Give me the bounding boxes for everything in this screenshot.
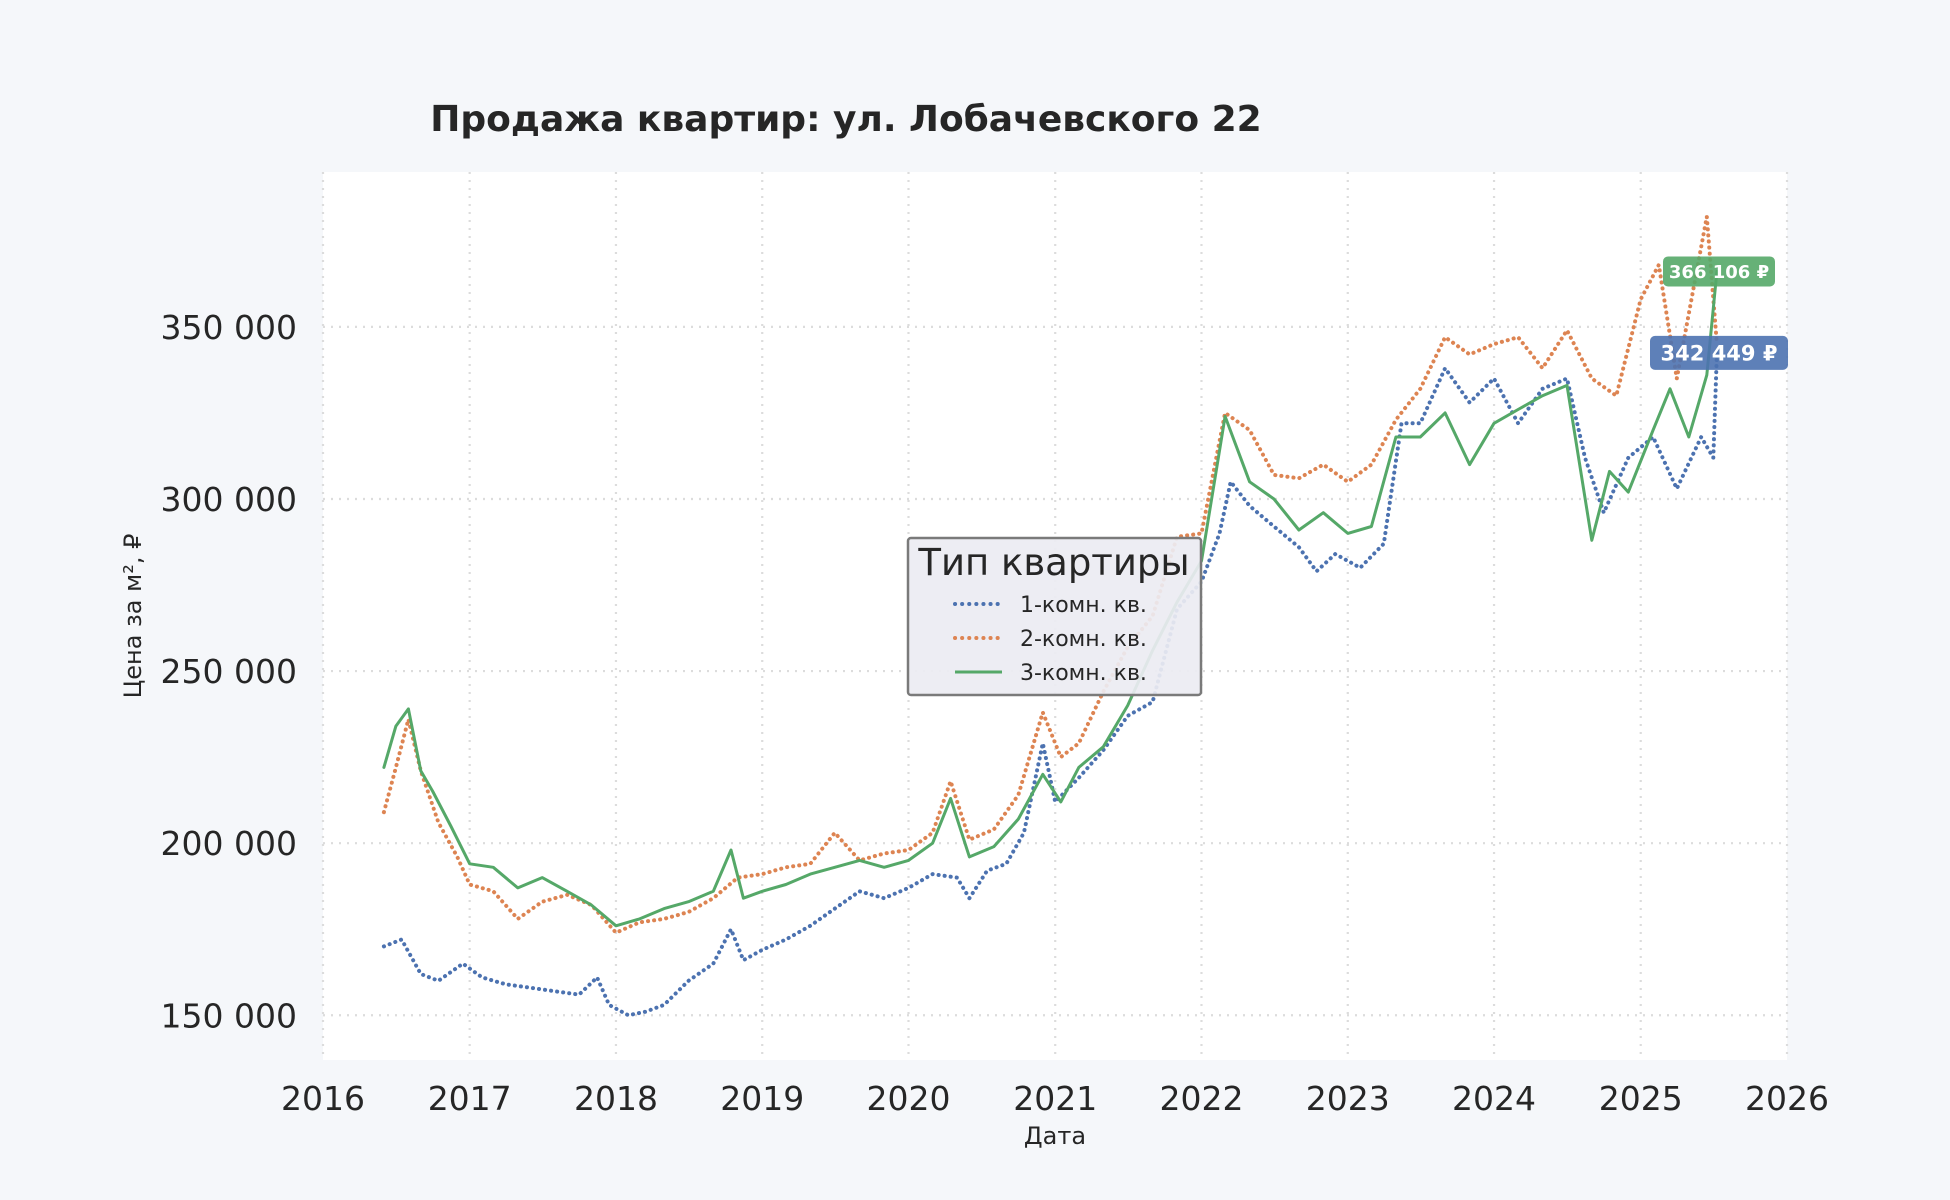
value-badge-text: 342 449 ₽ (1661, 341, 1778, 365)
chart-title: Продажа квартир: ул. Лобачевского 22 (430, 99, 1261, 140)
y-tick-label: 300 000 (161, 480, 297, 519)
legend: Тип квартиры 1-комн. кв. 2-комн. кв. 3-к… (906, 536, 1203, 697)
x-tick-label: 2019 (720, 1079, 804, 1118)
value-badge-bg (1663, 256, 1775, 287)
legend-label-1room: 1-комн. кв. (1020, 593, 1147, 618)
x-tick-label: 2018 (574, 1079, 658, 1118)
x-tick-label: 2021 (1013, 1079, 1097, 1118)
value-badge: 342 449 ₽ (1650, 335, 1788, 370)
value-badge-text: 366 106 ₽ (1669, 262, 1769, 283)
x-axis-ticks: 2016 2017 2018 2019 2020 2021 2022 2023 2024 2025… (281, 1079, 1829, 1118)
y-tick-label: 250 000 (161, 652, 297, 691)
series-line-2room (381, 214, 1719, 935)
y-tick-label: 350 000 (161, 308, 297, 347)
y-axis-label: Цена за м², ₽ (119, 534, 147, 699)
legend-box (906, 536, 1203, 697)
y-tick-label: 150 000 (161, 996, 297, 1035)
x-tick-label: 2026 (1745, 1079, 1829, 1118)
y-axis-ticks: 150 000 200 000 250 000 300 000 350 000 (161, 308, 297, 1035)
y-tick-label: 200 000 (161, 824, 297, 863)
value-badge: 366 106 ₽ (1663, 256, 1775, 287)
series-lines (381, 214, 1719, 1018)
x-tick-label: 2025 (1599, 1079, 1683, 1118)
x-tick-label: 2016 (281, 1079, 365, 1118)
series-line-1room (381, 350, 1719, 1018)
x-tick-label: 2017 (428, 1079, 512, 1118)
x-tick-label: 2020 (867, 1079, 951, 1118)
series-line-3room (382, 269, 1719, 928)
legend-label-3room: 3-комн. кв. (1020, 661, 1147, 686)
legend-label-2room: 2-комн. кв. (1020, 627, 1147, 652)
x-axis-label: Дата (1024, 1122, 1086, 1150)
x-tick-label: 2022 (1159, 1079, 1243, 1118)
x-tick-label: 2023 (1306, 1079, 1390, 1118)
value-badges: 366 106 ₽ 342 449 ₽ (1650, 256, 1788, 370)
value-badge-bg (1650, 335, 1788, 370)
x-tick-label: 2024 (1452, 1079, 1536, 1118)
legend-title: Тип квартиры (917, 541, 1189, 584)
